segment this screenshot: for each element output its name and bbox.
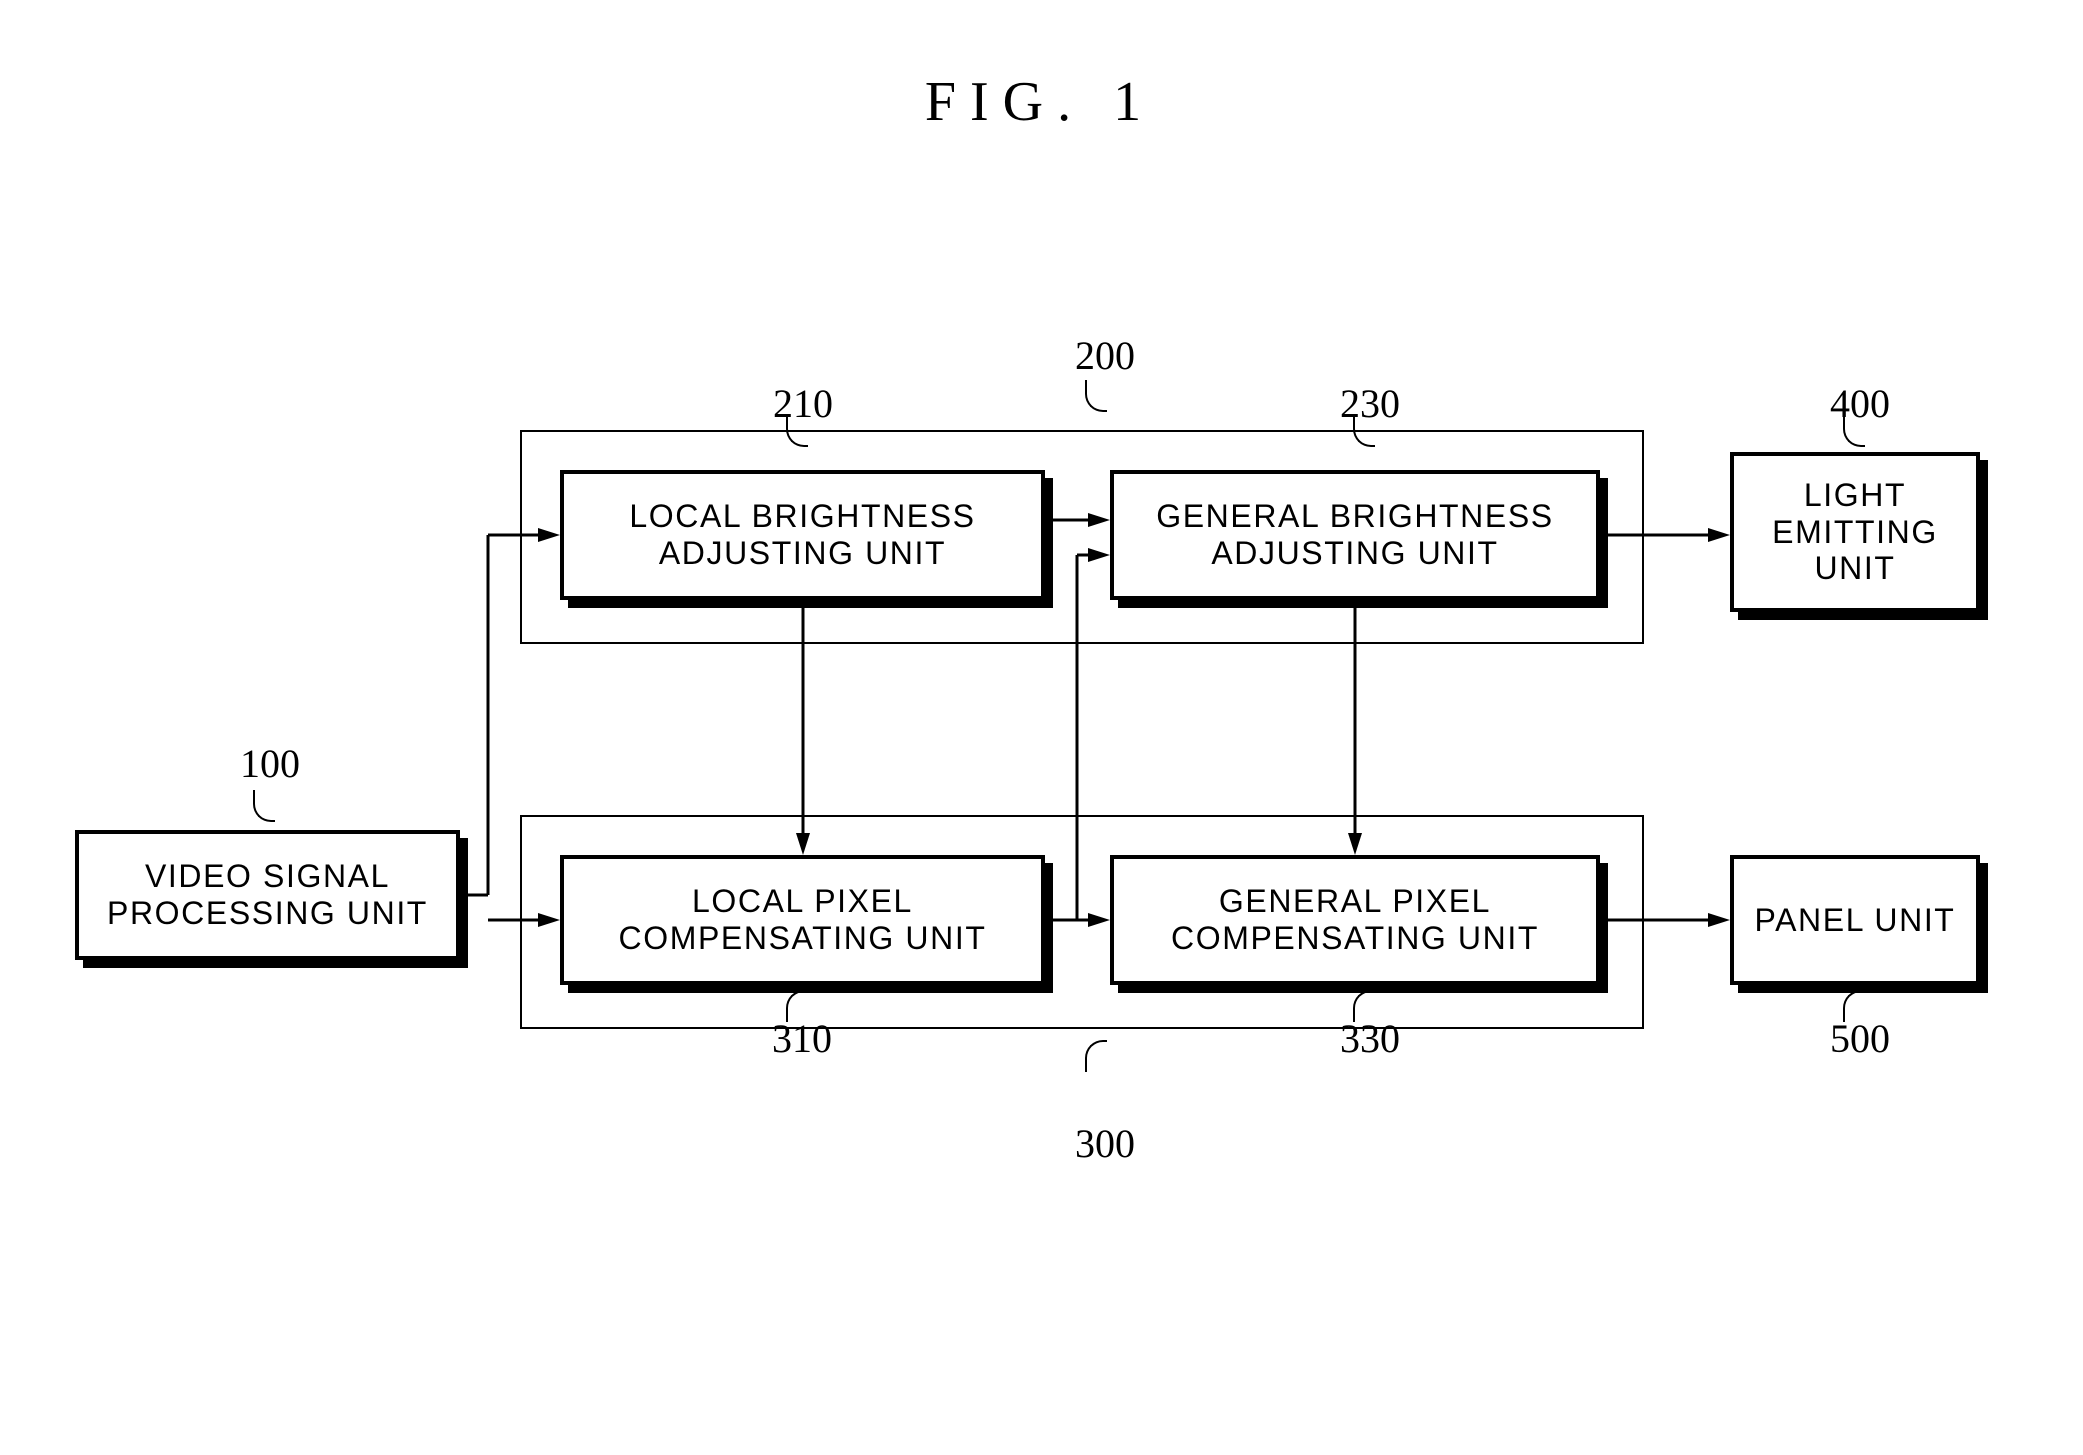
reference-number: 200 <box>1075 332 1135 379</box>
reference-number: 500 <box>1830 1015 1890 1062</box>
reference-number: 300 <box>1075 1120 1135 1167</box>
block-b500: PANEL UNIT <box>1730 855 1980 985</box>
reference-number: 330 <box>1340 1015 1400 1062</box>
figure-canvas: FIG. 1 VIDEO SIGNALPROCESSING UNIT LOCAL … <box>0 0 2083 1455</box>
reference-number: 100 <box>240 740 300 787</box>
block-b230: GENERAL BRIGHTNESSADJUSTING UNIT <box>1110 470 1600 600</box>
figure-title: FIG. 1 <box>925 70 1155 134</box>
reference-number: 310 <box>772 1015 832 1062</box>
reference-tick <box>253 790 275 822</box>
reference-tick <box>1843 415 1865 447</box>
reference-tick <box>1085 380 1107 412</box>
block-b210: LOCAL BRIGHTNESSADJUSTING UNIT <box>560 470 1045 600</box>
block-b330: GENERAL PIXELCOMPENSATING UNIT <box>1110 855 1600 985</box>
block-b310: LOCAL PIXELCOMPENSATING UNIT <box>560 855 1045 985</box>
arrows-layer <box>0 0 2083 1455</box>
block-b400: LIGHTEMITTINGUNIT <box>1730 452 1980 612</box>
reference-tick <box>1085 1040 1107 1072</box>
reference-tick <box>1843 990 1865 1022</box>
block-b100: VIDEO SIGNALPROCESSING UNIT <box>75 830 460 960</box>
